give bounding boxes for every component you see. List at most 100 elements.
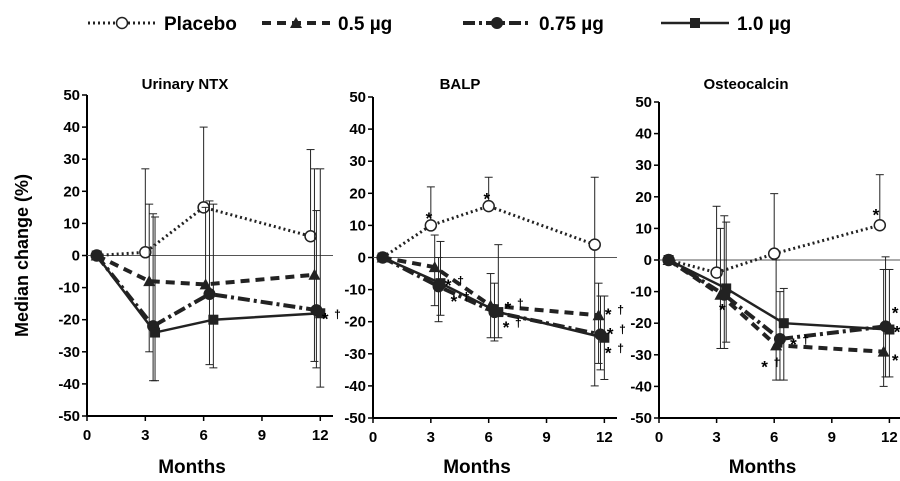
significance-asterisk: *	[790, 335, 797, 354]
significance-asterisk: *	[894, 323, 900, 342]
legend-marker-1	[290, 17, 302, 28]
data-point	[377, 252, 388, 263]
significance-asterisk: *	[892, 351, 899, 370]
legend-label-0: Placebo	[164, 14, 237, 35]
y-tick-label: 20	[635, 189, 652, 206]
significance-asterisk: *	[503, 318, 510, 337]
significance-asterisk: *	[445, 276, 452, 295]
y-tick-label: 10	[635, 220, 652, 237]
data-point	[150, 327, 161, 338]
legend-entry-3: 1.0 µg	[661, 14, 791, 35]
y-tick-label: 0	[358, 250, 366, 267]
data-point	[592, 309, 605, 321]
x-axis-label: Months	[158, 457, 226, 478]
data-point	[884, 324, 895, 335]
panel-title: Osteocalcin	[703, 76, 788, 93]
data-point	[767, 247, 781, 260]
data-point	[143, 275, 156, 287]
y-tick-label: 30	[635, 157, 652, 174]
y-tick-label: -30	[630, 347, 652, 364]
data-point	[773, 333, 786, 345]
data-point	[208, 314, 219, 325]
significance-dagger: †	[802, 333, 809, 347]
significance-asterisk: *	[505, 299, 512, 318]
series-line	[95, 253, 315, 287]
x-tick-label: 9	[542, 429, 550, 446]
legend-marker-2	[491, 17, 503, 29]
data-point	[877, 345, 890, 357]
data-point	[599, 332, 610, 343]
y-tick-label: -30	[344, 346, 366, 363]
y-tick-label: 20	[349, 185, 366, 202]
series-0	[376, 176, 601, 387]
y-tick-label: 50	[635, 94, 652, 111]
significance-asterisk: *	[761, 357, 768, 376]
data-point	[139, 246, 152, 259]
data-point	[428, 261, 441, 273]
significance-asterisk: *	[483, 190, 490, 209]
y-tick-label: -50	[630, 410, 652, 427]
series-line	[95, 254, 321, 334]
legend-label-3: 1.0 µg	[737, 14, 791, 35]
series-1	[376, 234, 605, 364]
significance-dagger: †	[619, 322, 626, 336]
series-1	[90, 168, 321, 362]
significance-asterisk: *	[873, 206, 880, 225]
series-line	[381, 204, 596, 259]
series-line	[96, 205, 311, 257]
data-point	[199, 278, 212, 290]
y-tick-label: -50	[58, 408, 80, 425]
significance-asterisk: *	[719, 300, 726, 319]
data-point	[710, 266, 723, 279]
y-axis-label: Median change (%)	[12, 174, 32, 337]
significance-asterisk: *	[892, 304, 899, 323]
y-tick-label: -10	[344, 282, 366, 299]
x-tick-label: 0	[369, 429, 377, 446]
y-tick-label: -40	[58, 376, 80, 393]
significance-asterisk: *	[607, 324, 614, 343]
y-tick-label: 10	[63, 215, 80, 232]
data-point	[873, 218, 887, 232]
significance-dagger: †	[334, 307, 341, 321]
x-tick-label: 12	[596, 429, 613, 446]
panel-title: Urinary NTX	[142, 76, 229, 93]
series-2	[90, 200, 323, 382]
significance-dagger: †	[617, 342, 624, 356]
x-tick-label: 3	[427, 429, 435, 446]
x-tick-label: 9	[828, 429, 836, 446]
y-tick-label: 40	[63, 119, 80, 136]
y-tick-label: -20	[630, 315, 652, 332]
legend-marker-0	[115, 16, 129, 30]
x-tick-label: 6	[770, 429, 778, 446]
series-line	[382, 256, 605, 339]
y-tick-label: 30	[349, 153, 366, 170]
x-tick-label: 0	[655, 429, 663, 446]
series-line	[381, 255, 601, 337]
legend-marker-3	[690, 18, 700, 28]
significance-dagger: †	[463, 290, 470, 304]
y-tick-label: 20	[63, 183, 80, 200]
y-tick-label: 0	[644, 252, 652, 269]
x-tick-label: 9	[258, 427, 266, 444]
data-point	[721, 283, 732, 294]
data-point	[663, 255, 674, 265]
significance-dagger: †	[774, 355, 781, 369]
legend-label-1: 0.5 µg	[338, 14, 392, 35]
x-axis-label: Months	[443, 457, 511, 478]
data-point	[315, 308, 326, 319]
series-line	[95, 254, 317, 329]
y-tick-label: -50	[344, 410, 366, 427]
series-3	[91, 168, 326, 388]
legend-entry-2: 0.75 µg	[463, 14, 604, 35]
series-line	[667, 258, 886, 342]
y-tick-label: -40	[344, 378, 366, 395]
series-0	[90, 126, 317, 262]
data-point	[770, 339, 783, 351]
significance-dagger: †	[515, 316, 522, 330]
x-tick-label: 6	[199, 427, 207, 444]
significance-asterisk: *	[426, 209, 433, 228]
x-tick-label: 0	[83, 427, 91, 444]
data-point	[203, 288, 216, 301]
legend-entry-1: 0.5 µg	[262, 14, 392, 35]
